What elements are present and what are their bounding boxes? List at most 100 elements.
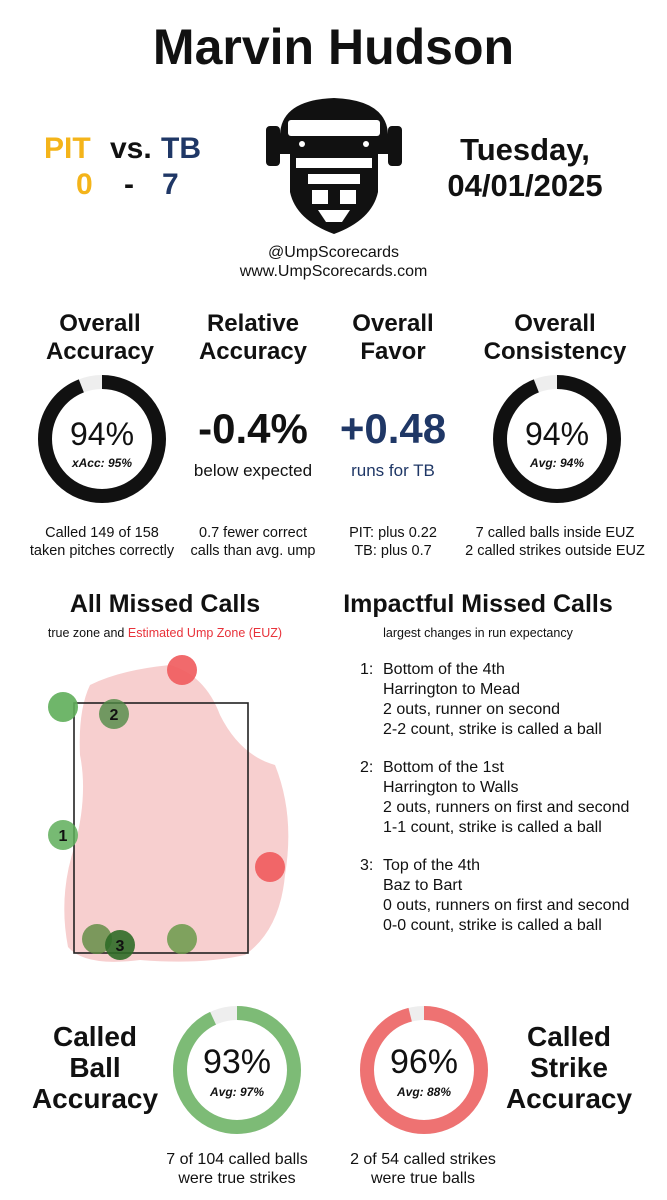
umpire-mask-icon — [262, 92, 406, 240]
overall-consistency-note-1: 7 called balls inside EUZ — [475, 525, 635, 541]
impactful-call-matchup: Harrington to Mead — [383, 681, 520, 698]
missed-calls-heading: All Missed Calls — [69, 590, 261, 618]
missed-call-dot — [255, 852, 285, 882]
missed-call-dot — [82, 924, 112, 954]
called-ball-heading-3: Accuracy — [31, 1083, 159, 1114]
impactful-call-matchup: Harrington to Walls — [383, 779, 519, 796]
overall-favor-value: +0.48 — [339, 405, 447, 452]
overall-accuracy-heading: Overall Accuracy — [20, 310, 180, 366]
missed-call-dot — [167, 924, 197, 954]
overall-favor-heading: Overall Favor — [328, 310, 458, 366]
game-day: Tuesday, — [460, 132, 590, 167]
relative-accuracy-heading-2: Accuracy — [198, 338, 308, 365]
called-strike-heading-3: Accuracy — [505, 1083, 633, 1114]
missed-calls-caption-euz: Estimated Ump Zone (EUZ) — [127, 626, 283, 640]
overall-accuracy-note: Called 149 of 158 taken pitches correctl… — [14, 524, 190, 560]
missed-call-label-1: 1 — [59, 828, 68, 845]
overall-consistency-value: 94% — [524, 416, 590, 452]
estimated-ump-zone — [64, 665, 289, 962]
impactful-call-matchup: Baz to Bart — [383, 877, 463, 894]
missed-call-label-3: 3 — [116, 938, 125, 955]
called-ball-accuracy-heading: Called Ball Accuracy — [22, 1021, 168, 1114]
away-score: 0 — [76, 168, 93, 201]
overall-accuracy-note-1: Called 149 of 158 — [45, 525, 159, 541]
called-ball-note-2: were true strikes — [178, 1170, 296, 1187]
called-ball-accuracy-value: 93% — [202, 1043, 272, 1081]
missed-call-dot — [99, 699, 129, 729]
website-link[interactable]: www.UmpScorecards.com — [239, 263, 428, 280]
impactful-call-number: 3: — [360, 857, 374, 874]
called-ball-ring: 93% Avg: 97% — [172, 1005, 302, 1135]
overall-favor-sub: runs for TB — [351, 461, 435, 480]
impactful-call-number: 2: — [360, 759, 374, 776]
impactful-call-count: 1-1 count, strike is called a ball — [383, 819, 602, 836]
overall-accuracy-xacc: xAcc: 95% — [71, 456, 133, 470]
overall-consistency-ring: 94% Avg: 94% — [492, 374, 622, 504]
overall-accuracy-value: 94% — [69, 416, 135, 452]
overall-accuracy-ring: 94% xAcc: 95% — [37, 374, 167, 504]
relative-accuracy-note-2: calls than avg. ump — [190, 543, 316, 559]
home-score: 7 — [162, 168, 179, 201]
impactful-call-item: 3: Top of the 4th Baz to Bart 0 outs, ru… — [360, 856, 660, 938]
called-strike-accuracy-heading: Called Strike Accuracy — [494, 1021, 644, 1114]
missed-calls-caption-prefix: true zone and — [47, 626, 125, 640]
impactful-call-inning: Top of the 4th — [383, 857, 480, 874]
called-strike-accuracy-value: 96% — [389, 1043, 459, 1081]
impactful-call-situation: 2 outs, runner on second — [383, 701, 561, 718]
impactful-call-item: 2: Bottom of the 1st Harrington to Walls… — [360, 758, 660, 840]
called-ball-accuracy-avg: Avg: 97% — [209, 1085, 265, 1099]
called-strike-accuracy-avg: Avg: 88% — [396, 1085, 452, 1099]
relative-accuracy-sub: below expected — [193, 461, 313, 480]
matchup-block: PIT vs. TB 0 - 7 — [40, 132, 220, 207]
home-team-label: TB — [161, 132, 201, 165]
umpire-name-title: Marvin Hudson — [152, 19, 515, 75]
overall-favor-note-1: PIT: plus 0.22 — [349, 525, 437, 541]
called-strike-ring: 96% Avg: 88% — [359, 1005, 489, 1135]
missed-call-dot — [167, 655, 197, 685]
missed-call-dot — [48, 692, 78, 722]
overall-consistency-note: 7 called balls inside EUZ 2 called strik… — [455, 524, 655, 560]
impactful-call-inning: Bottom of the 4th — [383, 661, 505, 678]
called-ball-note: 7 of 104 called balls were true strikes — [142, 1150, 332, 1188]
called-ball-note-1: 7 of 104 called balls — [166, 1151, 308, 1168]
called-strike-note: 2 of 54 called strikes were true balls — [328, 1150, 518, 1188]
called-ball-ring-arc — [173, 1006, 301, 1134]
impactful-call-inning: Bottom of the 1st — [383, 759, 504, 776]
overall-favor-note: PIT: plus 0.22 TB: plus 0.7 — [328, 524, 458, 560]
called-strike-note-1: 2 of 54 called strikes — [350, 1151, 496, 1168]
overall-consistency-note-2: 2 called strikes outside EUZ — [465, 543, 645, 559]
overall-accuracy-heading-2: Accuracy — [45, 338, 155, 365]
score-dash: - — [124, 168, 134, 201]
impactful-call-situation: 0 outs, runners on first and second — [383, 897, 630, 914]
overall-favor-note-2: TB: plus 0.7 — [354, 543, 432, 559]
impactful-call-number: 1: — [360, 661, 374, 678]
called-strike-heading-2: Strike — [530, 1052, 608, 1083]
overall-favor-heading-1: Overall — [352, 310, 434, 337]
relative-accuracy-note-1: 0.7 fewer correct — [199, 525, 307, 541]
impactful-call-count: 2-2 count, strike is called a ball — [383, 721, 602, 738]
relative-accuracy-heading: Relative Accuracy — [178, 310, 328, 366]
impactful-call-situation: 2 outs, runners on first and second — [383, 799, 630, 816]
overall-favor-heading-2: Favor — [360, 338, 426, 365]
game-date: 04/01/2025 — [447, 168, 603, 203]
impactful-call-count: 0-0 count, strike is called a ball — [383, 917, 602, 934]
impactful-calls-heading: Impactful Missed Calls — [343, 590, 613, 618]
relative-accuracy-note: 0.7 fewer correct calls than avg. ump — [178, 524, 328, 560]
overall-consistency-avg: Avg: 94% — [529, 456, 585, 470]
missed-call-label-2: 2 — [110, 707, 119, 724]
called-ball-heading-2: Ball — [69, 1052, 121, 1083]
impactful-call-item: 1: Bottom of the 4th Harrington to Mead … — [360, 660, 660, 742]
overall-accuracy-note-2: taken pitches correctly — [29, 543, 175, 559]
called-strike-heading-1: Called — [526, 1021, 612, 1052]
overall-consistency-heading: Overall Consistency — [470, 310, 640, 366]
missed-call-dot — [105, 930, 135, 960]
overall-consistency-heading-1: Overall — [514, 310, 596, 337]
twitter-handle: @UmpScorecards — [268, 244, 399, 261]
missed-calls-caption: true zone and Estimated Ump Zone (EUZ) — [20, 626, 310, 640]
impactful-calls-caption: largest changes in run expectancy — [383, 626, 573, 640]
vs-label: vs. — [110, 132, 152, 165]
overall-accuracy-ring-arc — [38, 375, 166, 503]
called-strike-note-2: were true balls — [370, 1170, 476, 1187]
overall-consistency-heading-2: Consistency — [483, 338, 627, 365]
called-strike-ring-arc — [360, 1006, 488, 1134]
